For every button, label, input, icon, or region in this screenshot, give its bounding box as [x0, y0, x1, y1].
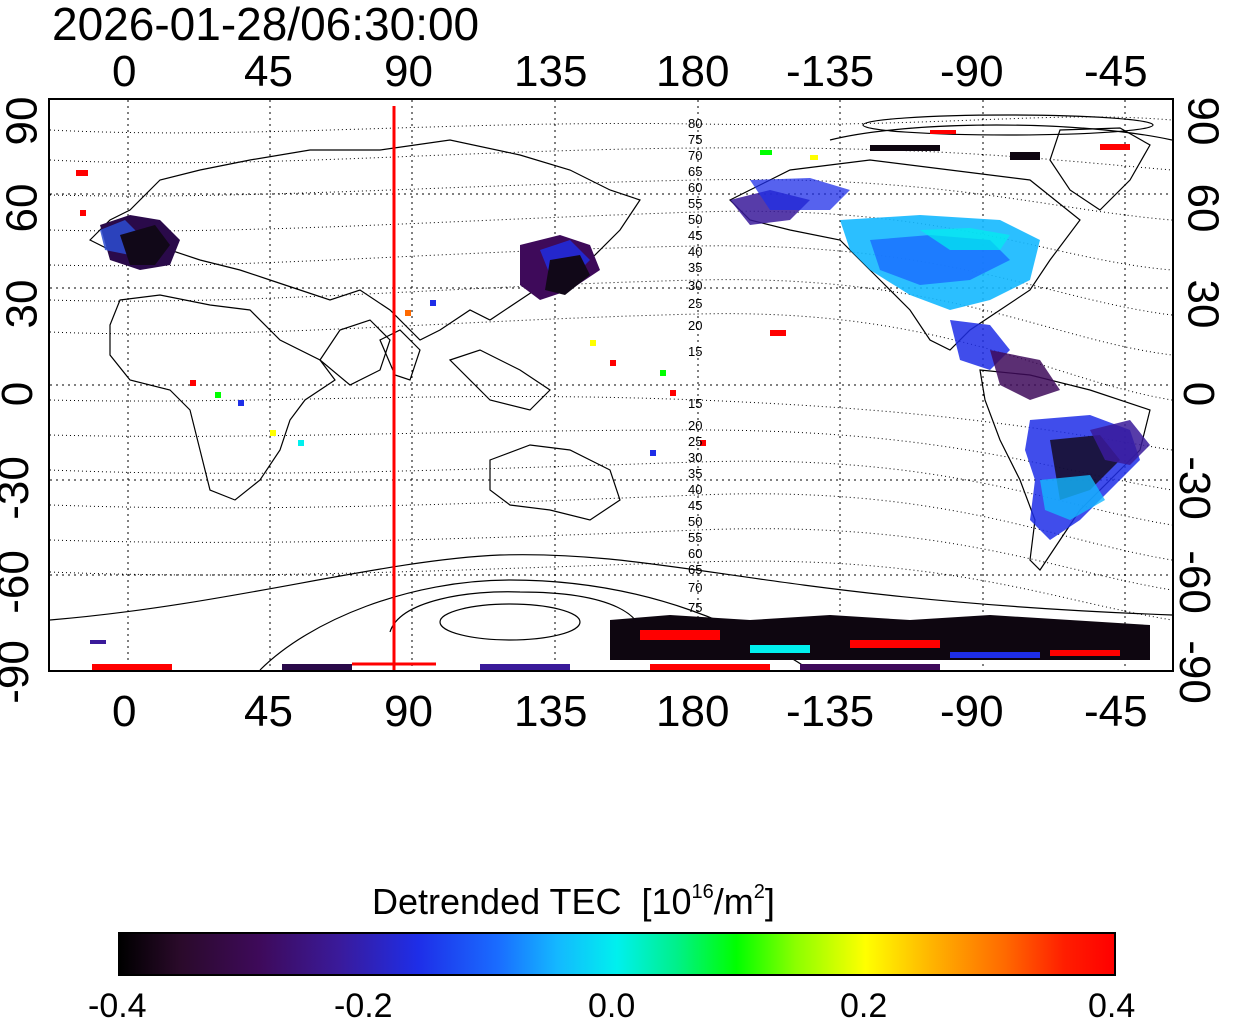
x-tick-label: 90: [384, 47, 433, 96]
y-tick-label: -30: [0, 456, 38, 520]
contour-label: 50: [688, 514, 702, 529]
contour-label: 55: [688, 196, 702, 211]
colorbar-unit-mid: /m: [713, 881, 754, 922]
contour-label: 20: [688, 318, 702, 333]
y-tick-label: -90: [0, 640, 38, 704]
x-tick-label: 180: [656, 47, 730, 96]
contour-label: 60: [688, 180, 702, 195]
colorbar-unit-exponent: 16: [691, 881, 714, 903]
contour-label: 55: [688, 530, 702, 545]
y-tick-label: 60: [1178, 183, 1228, 233]
contour-label: 25: [688, 434, 702, 449]
contour-label: 30: [688, 450, 702, 465]
y-tick-label: 0: [1174, 381, 1224, 407]
contour-label: 40: [688, 244, 702, 259]
x-tick-label: -90: [940, 687, 1004, 736]
contour-label: 35: [688, 260, 702, 275]
colorbar-tick-label: 0.4: [1088, 987, 1136, 1025]
x-tick-label: -135: [786, 687, 875, 736]
colorbar-title: Detrended TEC [1016/m2]: [372, 870, 775, 924]
y-tick-label: 60: [0, 183, 47, 233]
y-tick-label: 90: [0, 96, 47, 146]
colorbar-tick-label: -0.2: [334, 987, 393, 1025]
contour-label: 40: [688, 482, 702, 497]
x-tick-label: -90: [940, 47, 1004, 96]
x-tick-label: 135: [514, 687, 588, 736]
contour-label: 65: [688, 562, 702, 577]
x-tick-label: 45: [244, 687, 293, 736]
y-tick-label: -30: [1169, 456, 1219, 520]
map-title: 2026-01-28/06:30:00: [52, 0, 480, 50]
x-tick-label: 0: [112, 47, 137, 96]
x-tick-label: 135: [514, 47, 588, 96]
y-tick-label: 0: [0, 382, 42, 406]
colorbar-tick-label: 0.0: [588, 987, 636, 1025]
north-pole-contours: [829, 114, 1172, 141]
contour-label: 45: [688, 228, 702, 243]
contour-label: 70: [688, 148, 702, 163]
contour-label: 20: [688, 418, 702, 433]
colorbar-tick-label: -0.4: [88, 987, 147, 1025]
tec-data-points: [76, 130, 1150, 670]
y-tick-label: -90: [1169, 640, 1219, 704]
tec-map: 80 75 70 65 60 55 50 45 40 35 30 25 20 1…: [48, 98, 1174, 672]
contour-label: 50: [688, 212, 702, 227]
y-tick-label: 30: [1178, 279, 1228, 329]
colorbar: [118, 932, 1116, 976]
colorbar-unit-suffix: ]: [764, 881, 775, 922]
contour-label: 35: [688, 466, 702, 481]
colorbar-tick-label: 0.2: [840, 987, 888, 1025]
colorbar-unit-prefix: [10: [641, 881, 692, 922]
y-tick-label: -60: [1169, 550, 1219, 614]
contour-label: 15: [688, 344, 702, 359]
contour-label: 60: [688, 546, 702, 561]
contour-label: 45: [688, 498, 702, 513]
colorbar-unit-exponent-2: 2: [753, 881, 765, 903]
contour-label: 65: [688, 164, 702, 179]
contour-label: 80: [688, 116, 702, 131]
contour-label: 70: [688, 580, 702, 595]
contour-label: 30: [688, 278, 702, 293]
x-tick-label: 45: [244, 47, 293, 96]
contour-label: 75: [688, 132, 702, 147]
x-tick-label: 90: [384, 687, 433, 736]
y-tick-label: 30: [0, 279, 47, 329]
contour-labels: 80 75 70 65 60 55 50 45 40 35 30 25 20 1…: [688, 116, 702, 615]
contour-label: 25: [688, 296, 702, 311]
contour-label: 75: [688, 600, 702, 615]
x-tick-label: -45: [1084, 47, 1148, 96]
y-tick-label: 90: [1178, 96, 1228, 146]
x-tick-label: -45: [1084, 687, 1148, 736]
x-tick-label: 0: [112, 687, 137, 736]
contour-label: 15: [688, 396, 702, 411]
x-tick-label: -135: [786, 47, 875, 96]
x-tick-label: 180: [656, 687, 730, 736]
colorbar-label: Detrended TEC: [372, 881, 622, 922]
graticule: [50, 100, 1172, 670]
map-canvas: 80 75 70 65 60 55 50 45 40 35 30 25 20 1…: [50, 100, 1172, 670]
y-tick-label: -60: [0, 550, 38, 614]
